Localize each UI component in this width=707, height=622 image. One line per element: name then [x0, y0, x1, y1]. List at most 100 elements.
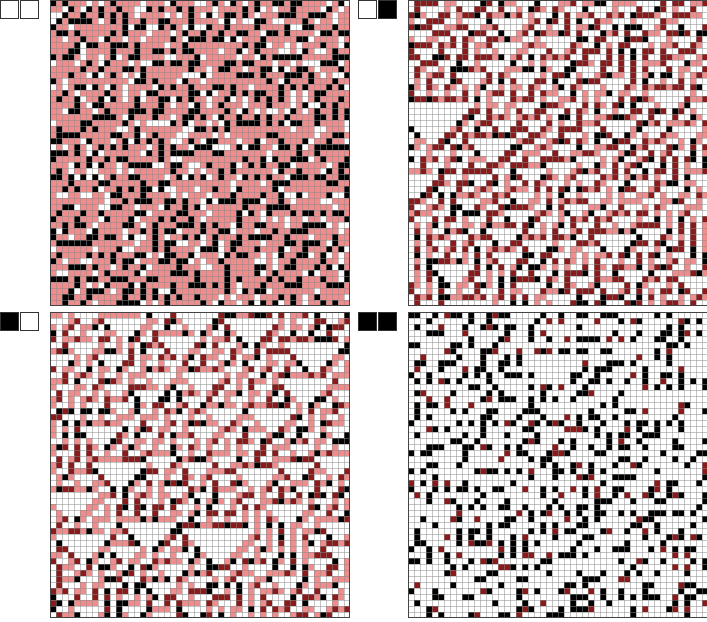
grid-cell — [408, 96, 414, 102]
grid-cell — [528, 372, 534, 378]
grid-cell — [576, 30, 582, 36]
grid-cell — [438, 360, 444, 366]
grid-cell — [576, 474, 582, 480]
grid-cell — [278, 336, 284, 342]
grid-cell — [414, 84, 420, 90]
grid-cell — [666, 480, 672, 486]
grid-cell — [546, 510, 552, 516]
grid-cell — [98, 528, 104, 534]
grid-cell — [62, 132, 68, 138]
grid-cell — [134, 282, 140, 288]
grid-cell — [480, 168, 486, 174]
grid-cell — [308, 510, 314, 516]
grid-cell — [332, 516, 338, 522]
grid-cell — [212, 354, 218, 360]
grid-cell — [462, 252, 468, 258]
grid-cell — [260, 54, 266, 60]
grid-cell — [164, 366, 170, 372]
grid-cell — [230, 570, 236, 576]
grid-cell — [414, 432, 420, 438]
grid-cell — [56, 528, 62, 534]
grid-cell — [702, 222, 707, 228]
grid-cell — [56, 600, 62, 606]
grid-cell — [242, 0, 248, 6]
grid-cell — [414, 252, 420, 258]
grid-cell — [68, 552, 74, 558]
grid-cell — [516, 126, 522, 132]
grid-cell — [134, 432, 140, 438]
grid-cell — [170, 282, 176, 288]
grid-cell — [438, 378, 444, 384]
grid-cell — [116, 528, 122, 534]
grid-cell — [624, 138, 630, 144]
grid-cell — [594, 426, 600, 432]
grid-cell — [678, 408, 684, 414]
grid-cell — [338, 480, 344, 486]
grid-cell — [194, 498, 200, 504]
grid-cell — [636, 108, 642, 114]
grid-cell — [134, 510, 140, 516]
grid-cell — [594, 216, 600, 222]
grid-cell — [116, 132, 122, 138]
grid-cell — [236, 312, 242, 318]
grid-cell — [624, 570, 630, 576]
grid-cell — [266, 174, 272, 180]
grid-cell — [194, 420, 200, 426]
grid-cell — [62, 186, 68, 192]
grid-cell — [474, 60, 480, 66]
grid-cell — [654, 486, 660, 492]
grid-cell — [98, 102, 104, 108]
grid-cell — [618, 390, 624, 396]
grid-cell — [702, 150, 707, 156]
grid-cell — [128, 258, 134, 264]
grid-cell — [86, 252, 92, 258]
grid-cell — [92, 348, 98, 354]
grid-cell — [432, 402, 438, 408]
grid-cell — [630, 60, 636, 66]
grid-cell — [104, 594, 110, 600]
grid-cell — [444, 282, 450, 288]
grid-cell — [86, 162, 92, 168]
grid-cell — [426, 612, 432, 618]
grid-cell — [224, 264, 230, 270]
grid-cell — [576, 12, 582, 18]
grid-cell — [278, 168, 284, 174]
grid-cell — [212, 234, 218, 240]
grid-cell — [326, 540, 332, 546]
grid-cell — [582, 522, 588, 528]
grid-cell — [468, 132, 474, 138]
legend-on-off — [0, 312, 40, 331]
grid-cell — [200, 336, 206, 342]
grid-cell — [582, 576, 588, 582]
grid-cell — [498, 312, 504, 318]
grid-cell — [426, 492, 432, 498]
grid-cell — [212, 90, 218, 96]
grid-cell — [510, 540, 516, 546]
grid-cell — [522, 294, 528, 300]
grid-cell — [128, 60, 134, 66]
grid-cell — [510, 186, 516, 192]
grid-cell — [92, 486, 98, 492]
grid-cell — [480, 156, 486, 162]
grid-cell — [80, 420, 86, 426]
grid-cell — [122, 114, 128, 120]
grid-cell — [498, 30, 504, 36]
grid-cell — [242, 360, 248, 366]
grid-cell — [326, 180, 332, 186]
grid-cell — [314, 294, 320, 300]
grid-cell — [504, 222, 510, 228]
grid-cell — [140, 78, 146, 84]
grid-cell — [630, 606, 636, 612]
grid-cell — [302, 102, 308, 108]
grid-cell — [510, 516, 516, 522]
grid-cell — [684, 552, 690, 558]
grid-cell — [504, 36, 510, 42]
grid-cell — [188, 594, 194, 600]
grid-cell — [678, 528, 684, 534]
grid-cell — [74, 420, 80, 426]
grid-cell — [98, 144, 104, 150]
grid-cell — [678, 510, 684, 516]
grid-cell — [510, 534, 516, 540]
grid-cell — [254, 138, 260, 144]
grid-cell — [570, 270, 576, 276]
